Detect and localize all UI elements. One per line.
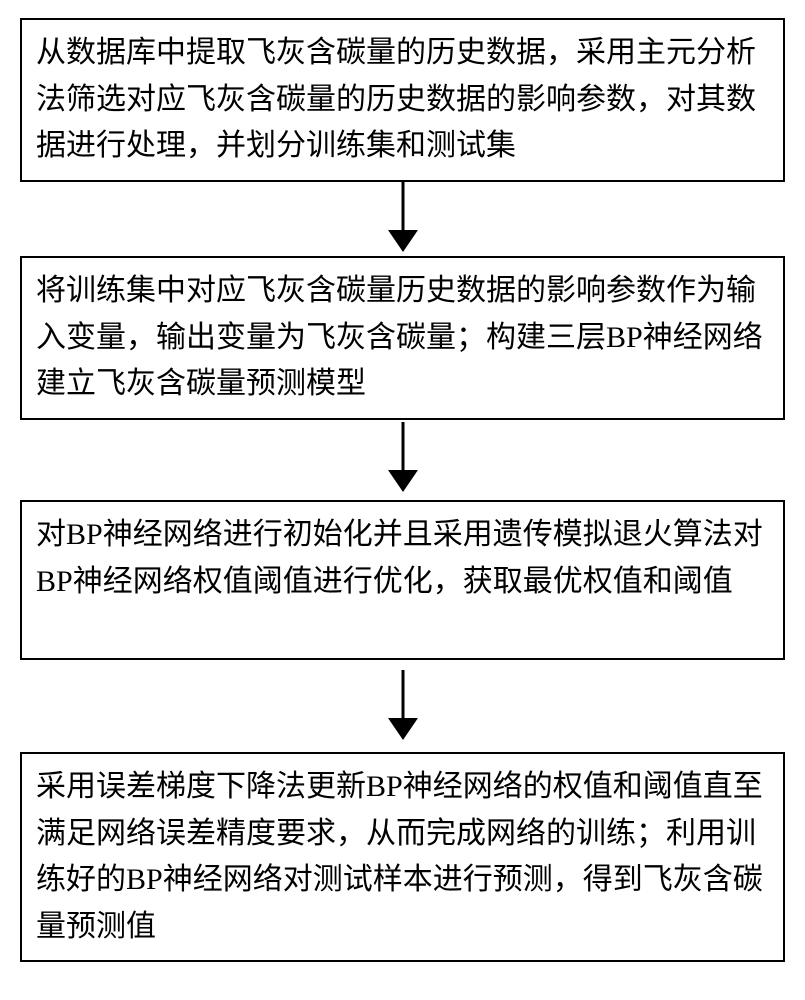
- flow-arrow-3-4: [383, 670, 423, 740]
- flow-step-1-text: 从数据库中提取飞灰含碳量的历史数据，采用主元分析法筛选对应飞灰含碳量的历史数据的…: [36, 36, 756, 162]
- flow-step-4-text: 采用误差梯度下降法更新BP神经网络的权值和阈值直至满足网络误差精度要求，从而完成…: [36, 770, 763, 943]
- flow-arrow-1-2: [383, 182, 423, 252]
- flow-step-4: 采用误差梯度下降法更新BP神经网络的权值和阈值直至满足网络误差精度要求，从而完成…: [20, 752, 785, 962]
- flow-step-3: 对BP神经网络进行初始化并且采用遗传模拟退火算法对BP神经网络权值阈值进行优化，…: [20, 500, 785, 660]
- flow-step-3-text: 对BP神经网络进行初始化并且采用遗传模拟退火算法对BP神经网络权值阈值进行优化，…: [36, 518, 763, 598]
- flow-step-1: 从数据库中提取飞灰含碳量的历史数据，采用主元分析法筛选对应飞灰含碳量的历史数据的…: [20, 18, 785, 182]
- flow-arrow-2-3: [383, 422, 423, 492]
- flowchart-canvas: 从数据库中提取飞灰含碳量的历史数据，采用主元分析法筛选对应飞灰含碳量的历史数据的…: [0, 0, 805, 1000]
- flow-step-2-text: 将训练集中对应飞灰含碳量历史数据的影响参数作为输入变量，输出变量为飞灰含碳量；构…: [36, 274, 763, 400]
- flow-step-2: 将训练集中对应飞灰含碳量历史数据的影响参数作为输入变量，输出变量为飞灰含碳量；构…: [20, 256, 785, 420]
